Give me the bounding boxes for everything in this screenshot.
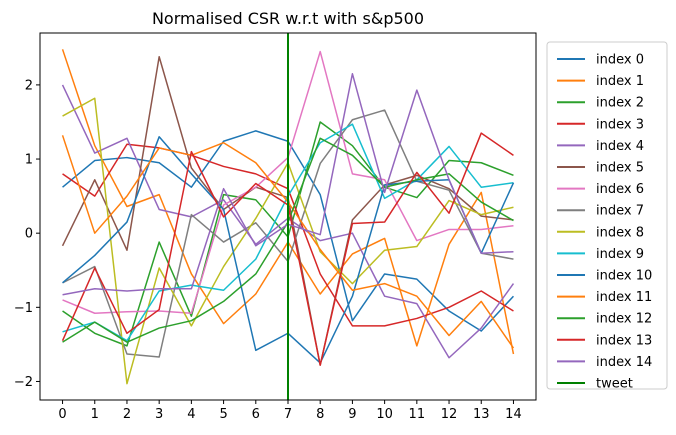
legend-label-index-6: index 6 — [596, 182, 644, 197]
x-tick-label: 7 — [284, 407, 292, 422]
x-tick-label: 9 — [348, 407, 356, 422]
legend-label-index-2: index 2 — [596, 96, 644, 111]
y-tick-label: −1 — [14, 301, 33, 316]
legend-label-index-0: index 0 — [596, 53, 644, 68]
y-axis: −2 −1 0 1 2 — [14, 78, 40, 390]
x-tick-label: 10 — [376, 407, 393, 422]
y-tick-label: 0 — [25, 227, 33, 242]
legend-label-index-13: index 13 — [596, 333, 652, 348]
legend-label-index-1: index 1 — [596, 74, 644, 89]
x-tick-label: 0 — [58, 407, 66, 422]
y-tick-label: 2 — [25, 78, 33, 93]
legend-label-index-8: index 8 — [596, 225, 644, 240]
legend-label-index-7: index 7 — [596, 204, 644, 219]
legend-label-index-12: index 12 — [596, 312, 652, 327]
x-tick-label: 14 — [505, 407, 522, 422]
x-tick-label: 13 — [473, 407, 490, 422]
plot-area — [39, 32, 537, 401]
x-tick-label: 6 — [252, 407, 260, 422]
x-tick-label: 1 — [91, 407, 99, 422]
legend-label-index-14: index 14 — [596, 355, 652, 370]
y-tick-label: −2 — [14, 375, 33, 390]
x-tick-label: 8 — [316, 407, 324, 422]
legend-label-index-3: index 3 — [596, 117, 644, 132]
legend: index 0 index 1 index 2 index 3 index 4 index… — [546, 41, 668, 392]
legend-items: index 0 index 1 index 2 index 3 index 4 index… — [557, 53, 652, 392]
x-tick-label: 2 — [123, 407, 131, 422]
y-tick-label: 1 — [25, 153, 33, 168]
x-tick-label: 3 — [155, 407, 163, 422]
chart-title: Normalised CSR w.r.t with s&p500 — [152, 9, 424, 28]
legend-label-index-11: index 11 — [596, 290, 652, 305]
legend-label-tweet: tweet — [596, 377, 633, 392]
x-tick-label: 4 — [187, 407, 195, 422]
legend-box — [546, 41, 668, 390]
legend-label-index-10: index 10 — [596, 269, 652, 284]
x-tick-label: 5 — [219, 407, 227, 422]
x-tick-label: 12 — [441, 407, 458, 422]
x-axis: 0 1 2 3 4 5 6 7 8 9 10 11 12 13 14 — [58, 400, 522, 422]
legend-label-index-9: index 9 — [596, 247, 644, 262]
legend-label-index-4: index 4 — [596, 139, 644, 154]
legend-label-index-5: index 5 — [596, 161, 644, 176]
x-tick-label: 11 — [409, 407, 426, 422]
